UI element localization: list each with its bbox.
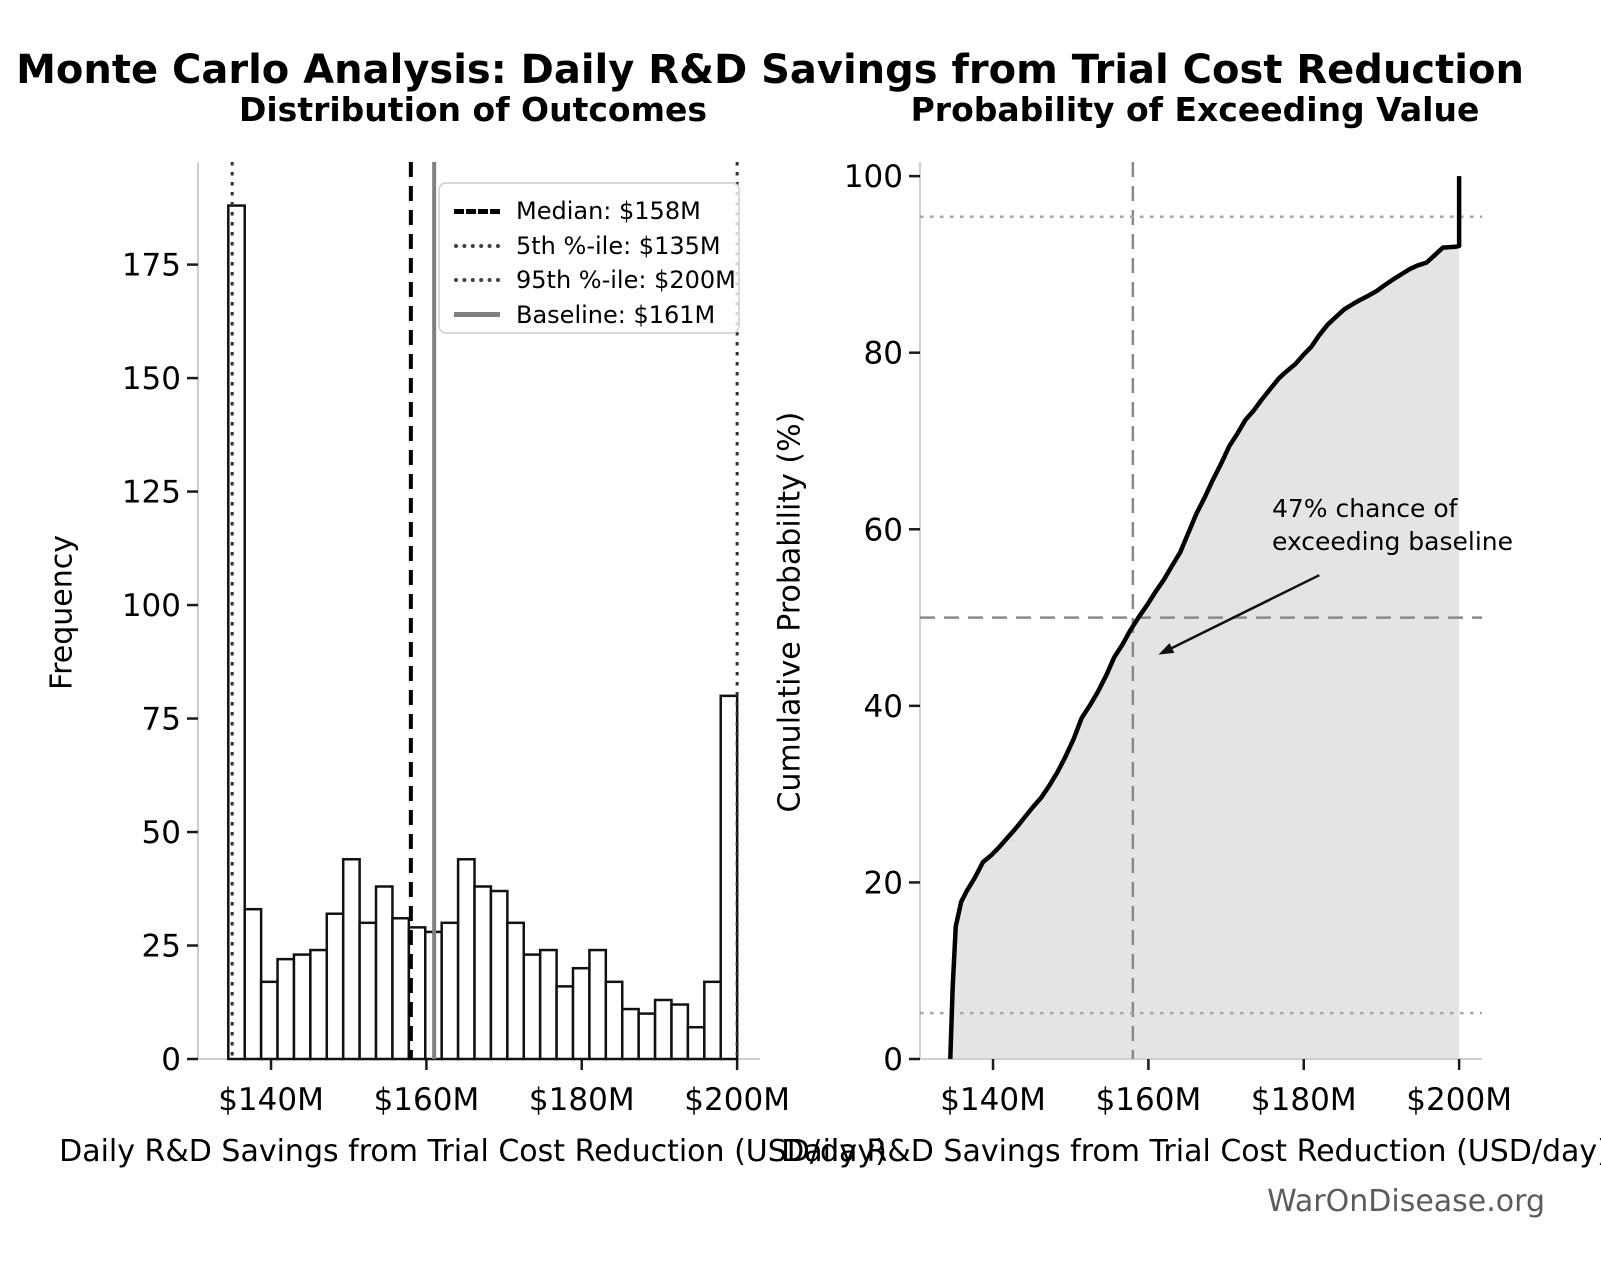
histogram-bar xyxy=(670,1003,690,1061)
cdf-axes: $140M $160M $180M $200M 0 20 40 60 80 100 xyxy=(844,159,1512,1118)
histogram-bar xyxy=(703,980,722,1061)
hist-y-tick-label: 150 xyxy=(122,361,181,397)
histogram-bar xyxy=(522,953,542,1061)
legend-item-median: Median: $158M xyxy=(454,194,738,228)
histogram-bar xyxy=(473,885,493,1061)
histogram-bar xyxy=(227,204,246,1061)
annotation-arrow xyxy=(1158,574,1320,655)
cdf-y-tick-label: 40 xyxy=(864,689,903,725)
histogram-bar xyxy=(489,889,509,1061)
histogram-bar xyxy=(391,917,411,1061)
cdf-x-tick-label: $200M xyxy=(1406,1082,1512,1118)
annotation-line-1: 47% chance of xyxy=(1272,494,1458,523)
hist-y-tick-label: 50 xyxy=(142,815,181,851)
legend: Median: $158M 5th %-ile: $135M 95th %-il… xyxy=(438,182,740,334)
left-plot-title: Distribution of Outcomes xyxy=(238,90,708,129)
annotation-text: 47% chance of exceeding baseline xyxy=(1272,492,1513,558)
legend-label: Median: $158M xyxy=(516,197,701,226)
cdf-y-tick-label: 60 xyxy=(864,512,903,548)
hist-y-tick-label: 75 xyxy=(142,702,181,738)
histogram-bar xyxy=(341,858,361,1061)
histogram-bar xyxy=(292,953,312,1061)
histogram-bar xyxy=(571,966,591,1061)
cdf-y-tick-label: 80 xyxy=(864,336,903,372)
histogram-bar xyxy=(686,1025,706,1061)
histogram-bar xyxy=(358,921,378,1061)
hist-y-tick-label: 0 xyxy=(161,1042,181,1078)
median-line-sample-icon xyxy=(454,208,500,214)
baseline-line-sample-icon xyxy=(454,312,500,318)
right-plot-title: Probability of Exceeding Value xyxy=(910,90,1480,129)
histogram-bar xyxy=(309,948,329,1061)
left-x-axis-label: Daily R&D Savings from Trial Cost Reduct… xyxy=(59,1134,887,1169)
histogram-bar xyxy=(243,907,263,1061)
histogram-bar xyxy=(259,980,279,1061)
hist-y-tick-label: 25 xyxy=(142,929,181,965)
histogram-bars xyxy=(227,204,739,1061)
annotation-line-2: exceeding baseline xyxy=(1272,527,1513,556)
hist-axes: $140M $160M $180M $200M 0 25 50 75 100 125 150 175 xyxy=(122,162,790,1118)
legend-item-baseline: Baseline: $161M xyxy=(454,298,738,332)
main-title: Monte Carlo Analysis: Daily R&D Savings … xyxy=(16,47,1524,93)
legend-label: 95th %-ile: $200M xyxy=(516,266,736,295)
histogram-bar xyxy=(719,694,739,1061)
hist-x-tick-label: $160M xyxy=(374,1082,480,1118)
cdf-reference-lines xyxy=(920,162,1482,1059)
hist-x-tick-label: $180M xyxy=(529,1082,635,1118)
histogram-bar xyxy=(456,858,476,1061)
hist-y-tick-label: 175 xyxy=(122,248,181,284)
arrowhead-icon xyxy=(1158,643,1175,655)
left-y-axis-label: Frequency xyxy=(44,535,80,690)
histogram-bar xyxy=(276,957,296,1061)
cdf-fill-area xyxy=(950,176,1460,1060)
right-y-axis-label: Cumulative Probability (%) xyxy=(772,411,808,813)
watermark: WarOnDisease.org xyxy=(1267,1184,1545,1219)
histogram-bar xyxy=(538,948,558,1061)
histogram-bar xyxy=(555,985,575,1061)
legend-item-5th-percentile: 5th %-ile: $135M xyxy=(454,229,738,263)
cdf-x-tick-label: $140M xyxy=(940,1082,1046,1118)
histogram-bar xyxy=(620,1007,640,1061)
histogram-bar xyxy=(588,948,608,1061)
legend-label: Baseline: $161M xyxy=(516,300,716,329)
cdf-y-tick-label: 20 xyxy=(864,865,903,901)
histogram-bar xyxy=(440,921,460,1061)
legend-label: 5th %-ile: $135M xyxy=(516,231,721,260)
histogram-bar xyxy=(506,921,526,1061)
cdf-x-tick-label: $160M xyxy=(1096,1082,1202,1118)
histogram-bar xyxy=(653,998,673,1061)
hist-x-tick-label: $140M xyxy=(218,1082,324,1118)
cdf-curve xyxy=(948,176,1462,1060)
hist-x-tick-label: $200M xyxy=(684,1082,790,1118)
hist-y-tick-label: 100 xyxy=(122,588,181,624)
right-x-axis-label: Daily R&D Savings from Trial Cost Reduct… xyxy=(781,1134,1601,1169)
histogram-bar xyxy=(374,885,394,1061)
cdf-y-tick-label: 0 xyxy=(883,1042,903,1078)
cdf-x-tick-label: $180M xyxy=(1251,1082,1357,1118)
percentile5-line-sample-icon xyxy=(454,243,500,248)
cdf-y-tick-label: 100 xyxy=(844,159,903,195)
histogram-bar xyxy=(325,912,345,1061)
hist-reference-lines xyxy=(230,162,739,1059)
histogram-bar xyxy=(604,980,624,1061)
hist-y-tick-label: 125 xyxy=(122,475,181,511)
histogram-bar xyxy=(637,1012,657,1061)
percentile95-line-sample-icon xyxy=(454,278,500,283)
legend-item-95th-percentile: 95th %-ile: $200M xyxy=(454,263,738,297)
